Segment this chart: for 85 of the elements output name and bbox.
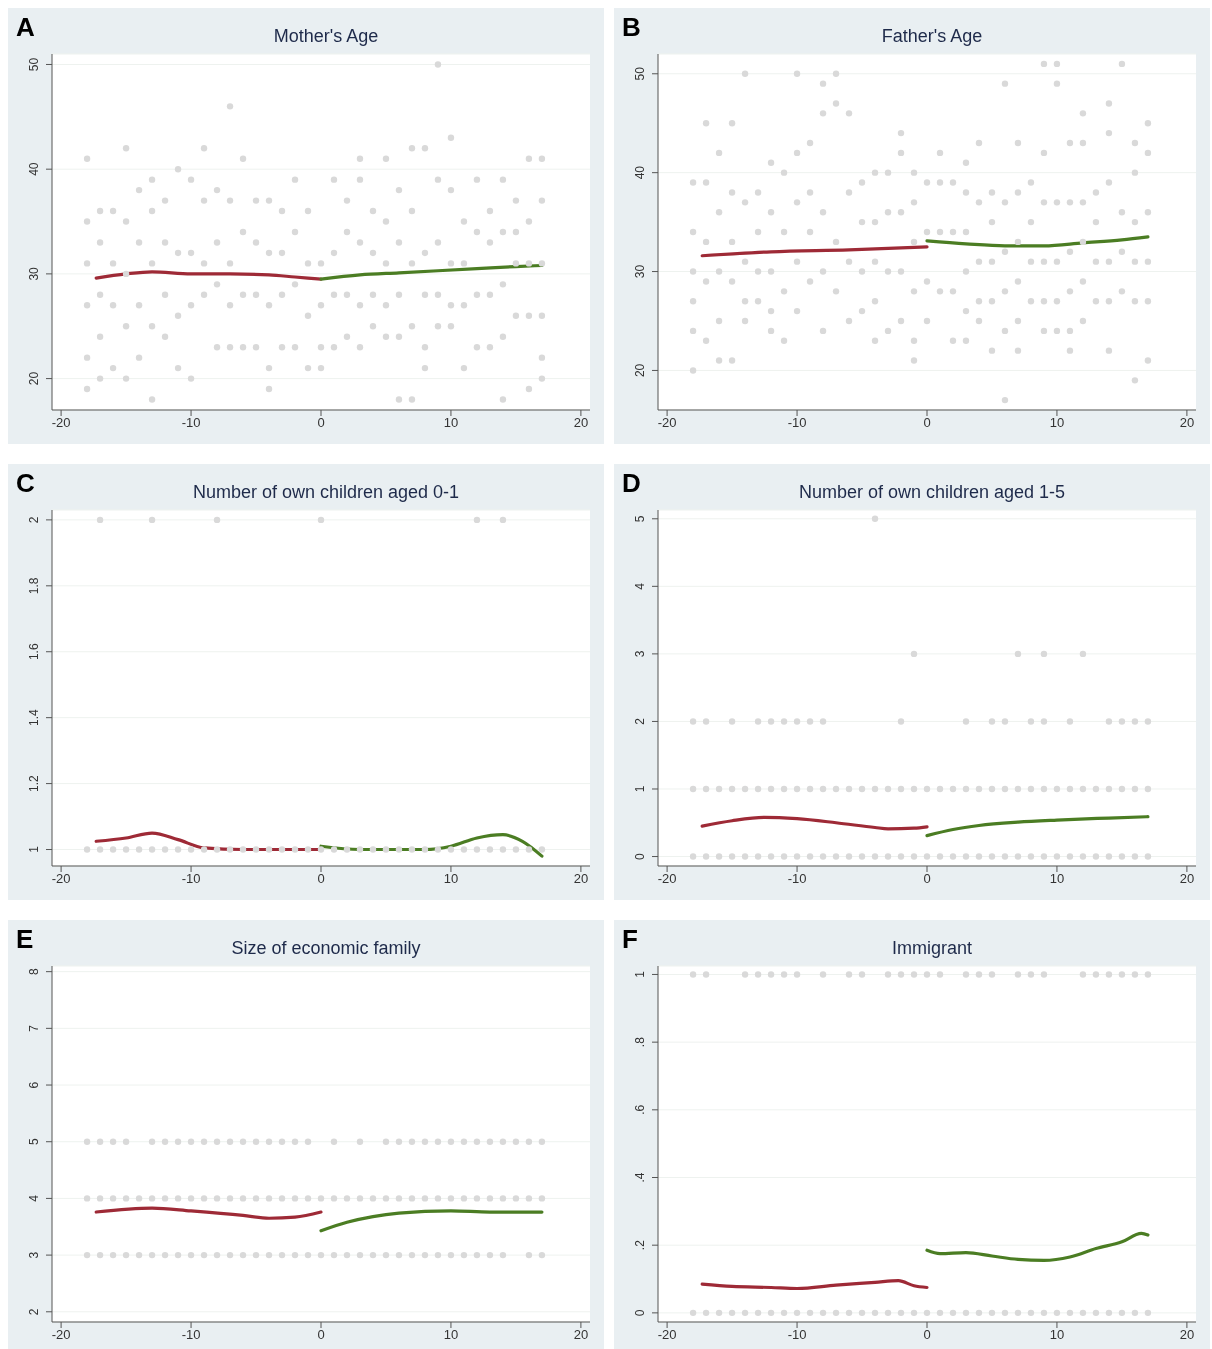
line-series	[925, 235, 1150, 248]
line-series	[319, 1209, 544, 1233]
text: E	[16, 924, 34, 954]
x-tick-label: -20	[51, 871, 71, 887]
x-tick-label: -20	[51, 415, 71, 431]
x-tick-label: -20	[51, 1327, 71, 1343]
x-tick-label: 10	[1049, 415, 1065, 431]
y-tick-label: 2	[27, 516, 41, 524]
x-tick-label: -10	[181, 1327, 201, 1343]
x-tick-label: -20	[657, 415, 677, 431]
y-tick-label: 2	[27, 1308, 41, 1316]
x-tick-label: 10	[443, 415, 459, 431]
line-series	[94, 270, 323, 281]
chart-title: Father's Age	[880, 26, 984, 47]
x-tick-label: -10	[181, 871, 201, 887]
y-tick-label: 6	[27, 1081, 41, 1089]
y-tick-label: .6	[633, 1104, 647, 1115]
y-tick-label: .2	[633, 1239, 647, 1251]
y-tick-label: 1.4	[27, 709, 41, 727]
y-tick-label: .8	[633, 1036, 647, 1048]
x-tick-label: 20	[1179, 415, 1195, 431]
y-tick-label: 40	[633, 165, 647, 180]
text: D	[622, 468, 641, 498]
line-series	[700, 245, 929, 258]
x-tick-label: 10	[1049, 1327, 1065, 1343]
x-tick-label: -20	[657, 1327, 677, 1343]
x-tick-label: -10	[787, 871, 807, 887]
x-tick-label: 20	[573, 415, 589, 431]
x-tick-label: -10	[787, 1327, 807, 1343]
x-tick-label: 0	[923, 871, 931, 887]
y-tick-label: 40	[27, 162, 41, 176]
x-tick-label: 10	[1049, 871, 1065, 887]
line-series	[700, 815, 929, 831]
x-tick-label: 20	[573, 1327, 589, 1343]
y-tick-label: 5	[633, 515, 647, 523]
x-tick-label: 0	[317, 871, 325, 887]
line-series	[925, 1231, 1150, 1263]
x-tick-label: 20	[1179, 1327, 1195, 1343]
x-tick-label: -10	[787, 415, 807, 431]
chart-title: Number of own children aged 1-5	[797, 482, 1067, 503]
text: C	[16, 468, 35, 498]
text: F	[622, 924, 638, 954]
x-tick-label: 0	[317, 415, 325, 431]
chart-title: Size of economic family	[230, 938, 422, 959]
y-tick-label: 4	[633, 582, 647, 590]
y-tick-label: 0	[633, 852, 647, 860]
y-tick-label: 1.2	[27, 774, 41, 792]
x-tick-label: 0	[923, 1327, 931, 1343]
x-tick-label: 20	[1179, 871, 1195, 887]
y-tick-label: 4	[27, 1194, 41, 1202]
x-tick-label: 0	[317, 1327, 325, 1343]
line-series	[700, 1279, 929, 1291]
y-tick-label: 1	[633, 785, 647, 793]
x-tick-label: -20	[657, 871, 677, 887]
line-series	[319, 833, 544, 858]
y-tick-label: 1.8	[27, 577, 41, 595]
y-tick-label: 5	[27, 1138, 41, 1146]
y-tick-label: 0	[633, 1309, 647, 1317]
x-tick-label: -10	[181, 415, 201, 431]
y-tick-label: 20	[27, 371, 41, 386]
line-series	[925, 815, 1150, 838]
y-tick-label: 50	[27, 57, 41, 72]
x-tick-label: 0	[923, 415, 931, 431]
text: B	[622, 12, 641, 42]
y-tick-label: 20	[633, 363, 647, 378]
y-tick-label: 3	[633, 650, 647, 658]
line-series	[94, 1206, 323, 1220]
y-tick-label: 30	[633, 264, 647, 279]
y-tick-label: .4	[633, 1172, 647, 1183]
y-tick-label: 50	[633, 66, 647, 81]
y-tick-label: 1	[633, 970, 647, 978]
y-tick-label: 2	[633, 717, 647, 725]
y-tick-label: 7	[27, 1024, 41, 1032]
x-tick-label: 10	[443, 871, 459, 887]
text: A	[16, 12, 35, 42]
x-tick-label: 10	[443, 1327, 459, 1343]
chart-title: Number of own children aged 0-1	[191, 482, 461, 503]
y-tick-label: 8	[27, 968, 41, 976]
chart-title: Mother's Age	[272, 26, 380, 47]
y-tick-label: 3	[27, 1251, 41, 1259]
x-tick-label: 20	[573, 871, 589, 887]
y-tick-label: 1	[27, 845, 41, 853]
y-tick-label: 30	[27, 266, 41, 281]
y-tick-label: 1.6	[27, 643, 41, 661]
chart-title: Immigrant	[891, 938, 973, 959]
